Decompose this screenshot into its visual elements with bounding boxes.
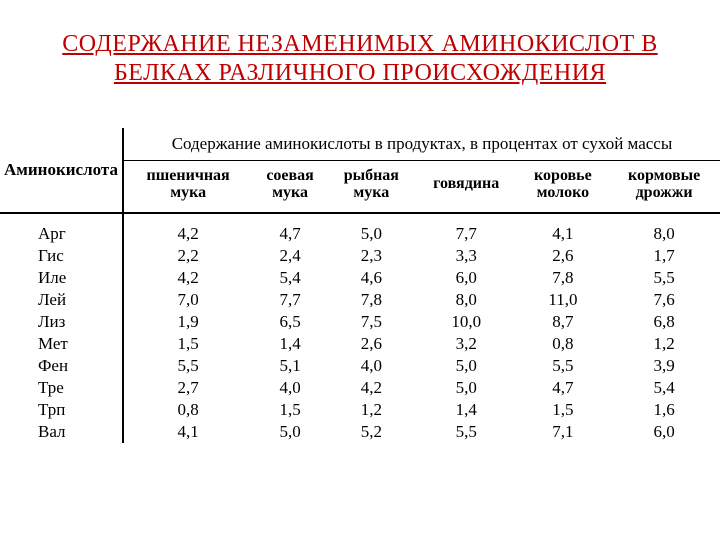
data-cell: 1,4 [252,333,328,355]
data-cell: 6,5 [252,311,328,333]
data-cell: 5,1 [252,355,328,377]
data-cell: 5,0 [415,355,518,377]
data-cell: 4,7 [252,213,328,245]
data-cell: 6,0 [608,421,720,443]
header-span: Содержание аминокислоты в продуктах, в п… [123,128,720,161]
table-row: Арг4,24,75,07,74,18,0 [0,213,720,245]
aa-label: Трп [0,399,123,421]
data-cell: 7,0 [123,289,252,311]
table-body: Арг4,24,75,07,74,18,0Гис2,22,42,33,32,61… [0,213,720,443]
aa-label: Арг [0,213,123,245]
data-cell: 5,5 [415,421,518,443]
data-cell: 5,4 [252,267,328,289]
data-cell: 1,2 [328,399,415,421]
table-row: Лей7,07,77,88,011,07,6 [0,289,720,311]
data-cell: 1,2 [608,333,720,355]
data-cell: 0,8 [123,399,252,421]
col-head-4: коровьемолоко [518,160,609,213]
corner-header: Аминокислота [0,128,123,213]
data-cell: 8,0 [608,213,720,245]
data-cell: 0,8 [518,333,609,355]
data-cell: 5,5 [608,267,720,289]
data-cell: 1,6 [608,399,720,421]
table-row: Трп0,81,51,21,41,51,6 [0,399,720,421]
table-row: Гис2,22,42,33,32,61,7 [0,245,720,267]
col-head-3: говядина [415,160,518,213]
data-cell: 7,5 [328,311,415,333]
data-cell: 3,9 [608,355,720,377]
aa-label: Мет [0,333,123,355]
amino-acid-table: Аминокислота Содержание аминокислоты в п… [0,128,720,443]
data-cell: 2,4 [252,245,328,267]
data-cell: 1,9 [123,311,252,333]
data-cell: 4,6 [328,267,415,289]
data-cell: 5,0 [328,213,415,245]
data-cell: 2,6 [328,333,415,355]
data-cell: 4,1 [518,213,609,245]
data-cell: 4,0 [328,355,415,377]
aa-label: Вал [0,421,123,443]
table-row: Вал4,15,05,25,57,16,0 [0,421,720,443]
data-cell: 1,4 [415,399,518,421]
data-cell: 2,7 [123,377,252,399]
data-cell: 4,1 [123,421,252,443]
header-row-1: Аминокислота Содержание аминокислоты в п… [0,128,720,161]
data-cell: 4,2 [123,213,252,245]
data-cell: 1,5 [123,333,252,355]
col-head-0: пшеничнаямука [123,160,252,213]
aa-label: Фен [0,355,123,377]
data-cell: 1,5 [518,399,609,421]
col-head-2: рыбнаямука [328,160,415,213]
data-cell: 7,6 [608,289,720,311]
data-cell: 8,7 [518,311,609,333]
data-cell: 1,7 [608,245,720,267]
data-cell: 2,3 [328,245,415,267]
aa-label: Гис [0,245,123,267]
data-cell: 3,3 [415,245,518,267]
data-cell: 1,5 [252,399,328,421]
data-cell: 7,8 [518,267,609,289]
aa-label: Лей [0,289,123,311]
table-container: Аминокислота Содержание аминокислоты в п… [0,128,720,443]
aa-label: Тре [0,377,123,399]
data-cell: 5,0 [415,377,518,399]
table-row: Лиз1,96,57,510,08,76,8 [0,311,720,333]
page-title: СОДЕРЖАНИЕ НЕЗАМЕНИМЫХ АМИНОКИСЛОТ В БЕЛ… [0,0,720,108]
data-cell: 11,0 [518,289,609,311]
data-cell: 6,0 [415,267,518,289]
table-row: Тре2,74,04,25,04,75,4 [0,377,720,399]
data-cell: 8,0 [415,289,518,311]
table-row: Иле4,25,44,66,07,85,5 [0,267,720,289]
table-row: Фен5,55,14,05,05,53,9 [0,355,720,377]
data-cell: 7,8 [328,289,415,311]
data-cell: 6,8 [608,311,720,333]
data-cell: 4,2 [328,377,415,399]
data-cell: 5,0 [252,421,328,443]
col-head-5: кормовыедрожжи [608,160,720,213]
col-head-1: соеваямука [252,160,328,213]
data-cell: 5,5 [123,355,252,377]
table-row: Мет1,51,42,63,20,81,2 [0,333,720,355]
data-cell: 4,7 [518,377,609,399]
aa-label: Лиз [0,311,123,333]
data-cell: 2,6 [518,245,609,267]
data-cell: 4,2 [123,267,252,289]
data-cell: 10,0 [415,311,518,333]
data-cell: 4,0 [252,377,328,399]
data-cell: 2,2 [123,245,252,267]
aa-label: Иле [0,267,123,289]
data-cell: 7,1 [518,421,609,443]
data-cell: 5,4 [608,377,720,399]
data-cell: 5,2 [328,421,415,443]
data-cell: 7,7 [252,289,328,311]
data-cell: 5,5 [518,355,609,377]
data-cell: 3,2 [415,333,518,355]
data-cell: 7,7 [415,213,518,245]
